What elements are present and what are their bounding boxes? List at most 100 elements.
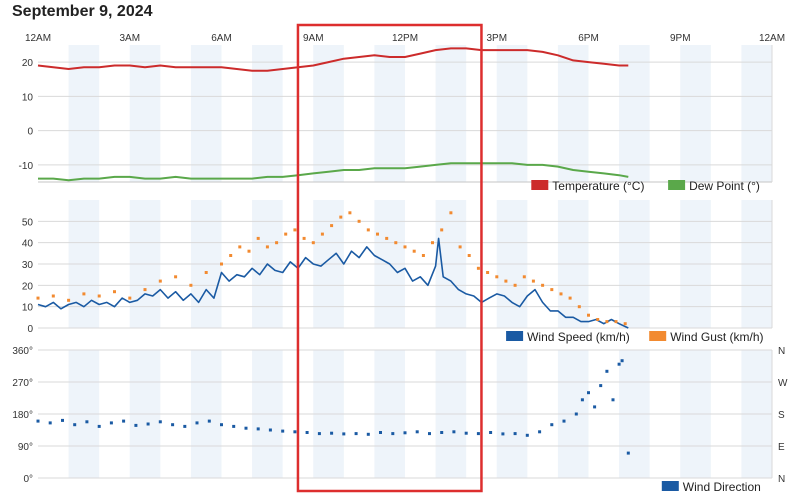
direction-point [207, 419, 211, 423]
direction-point [171, 423, 175, 427]
hour-band [313, 45, 344, 182]
gust-point [128, 296, 132, 300]
direction-point [256, 427, 260, 431]
x-tick-label: 3PM [486, 33, 507, 44]
direction-point [220, 423, 223, 427]
gust-point [143, 288, 147, 292]
y-tick-label: 360° [12, 346, 33, 357]
compass-tick-label: S [778, 410, 785, 421]
direction-point [403, 431, 407, 435]
gust-point [449, 211, 453, 215]
gust-point [476, 266, 480, 270]
gust-point [513, 283, 517, 287]
gust-point [284, 232, 288, 236]
gust-point [431, 241, 434, 245]
y-tick-label: 10 [22, 303, 34, 314]
direction-point [501, 432, 505, 436]
gust-point [376, 232, 379, 236]
direction-point [61, 418, 64, 422]
direction-point [293, 430, 297, 434]
chart-panels: -10 0 10 20 0 10 20 30 40 50 0° 90° 180° 270° 360° N E S W… [12, 45, 788, 485]
direction-point [183, 424, 187, 428]
direction-point [354, 432, 358, 436]
direction-point [158, 420, 162, 424]
series-line [37, 47, 629, 72]
x-tick-label: 12PM [392, 33, 418, 44]
direction-point [195, 421, 199, 425]
direction-point [415, 430, 419, 434]
x-tick-label: 3AM [119, 33, 140, 44]
gust-point [366, 228, 370, 232]
gust-point [204, 271, 208, 274]
panel-2: 0 10 20 30 40 50 [22, 200, 773, 335]
direction-point [366, 432, 370, 436]
series-line [37, 237, 629, 329]
direction-point [626, 451, 630, 455]
gust-point [623, 322, 627, 326]
x-tick-label: 9AM [303, 33, 324, 44]
direction-point [109, 421, 113, 425]
gust-point [82, 292, 86, 296]
gust-point [394, 241, 398, 245]
direction-point [611, 398, 615, 402]
gust-point [113, 290, 116, 294]
hour-band [680, 45, 711, 182]
hour-band [557, 45, 589, 182]
hour-band [374, 45, 405, 182]
gust-point [605, 320, 609, 324]
direction-point [97, 424, 101, 428]
gust-point [531, 279, 535, 283]
gust-point [348, 211, 352, 215]
direction-point [244, 426, 248, 430]
y-tick-label: 30 [22, 260, 34, 271]
gust-point [614, 320, 618, 324]
gust-point [421, 254, 425, 257]
direction-point [232, 424, 236, 428]
highlight-box [296, 23, 483, 493]
gust-point [440, 228, 444, 232]
direction-point [122, 419, 126, 423]
direction-point [550, 423, 554, 427]
y-tick-label: 20 [22, 281, 34, 292]
gust-point [385, 236, 389, 240]
gust-point [36, 296, 40, 300]
gust-point [302, 236, 306, 240]
hour-band [619, 45, 650, 182]
y-tick-label: -10 [19, 161, 34, 172]
hour-band [252, 45, 283, 182]
compass-tick-label: N [778, 346, 785, 357]
gust-point [568, 296, 572, 300]
legend-label: Wind Gust (km/h) [670, 330, 763, 344]
gust-point [403, 245, 407, 249]
gust-point [587, 313, 590, 317]
gust-point [577, 305, 581, 309]
direction-point [268, 428, 272, 432]
y-tick-label: 20 [22, 58, 34, 69]
y-tick-label: 0° [23, 474, 33, 485]
direction-point [85, 420, 89, 424]
direction-point [452, 430, 456, 434]
direction-point [580, 398, 584, 402]
legend-label: Temperature (°C) [552, 179, 644, 193]
page-title: September 9, 2024 [12, 3, 153, 20]
legend-swatch [668, 180, 686, 190]
panel-1: -10 0 10 20 [19, 45, 773, 183]
hour-band [435, 45, 467, 182]
gust-point [541, 283, 545, 287]
direction-point [574, 412, 578, 416]
direction-point [538, 430, 542, 434]
direction-point [464, 431, 468, 435]
gust-point [293, 228, 297, 232]
gust-point [412, 249, 416, 253]
gust-point [550, 288, 554, 292]
gust-point [357, 219, 361, 223]
gust-point [256, 236, 260, 240]
direction-point [305, 431, 309, 434]
hour-band [741, 45, 772, 182]
direction-point [317, 432, 321, 436]
direction-point [489, 431, 493, 434]
x-tick-label: 6PM [578, 33, 599, 44]
legend-swatch [661, 481, 679, 491]
direction-point [330, 431, 334, 435]
gust-point [238, 245, 242, 249]
